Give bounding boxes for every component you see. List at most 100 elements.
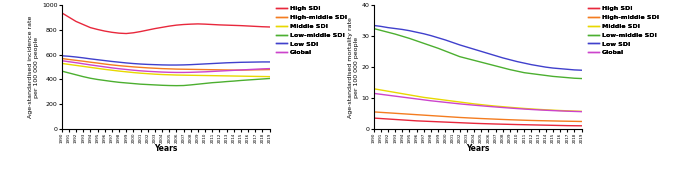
Middle SDI (520, 107, 528, 110)
Low SDI (58, 55, 66, 57)
Low-middle SDI (86, 77, 95, 79)
Low-middle SDI (441, 50, 449, 52)
High SDI (144, 29, 152, 31)
Low SDI (165, 64, 173, 66)
Low-middle SDI (229, 80, 238, 82)
High-middle SDI (86, 61, 95, 63)
Low-middle SDI (136, 83, 145, 85)
Low-middle SDI (129, 83, 138, 85)
High-middle SDI (158, 67, 166, 70)
High-middle SDI (179, 68, 188, 70)
High SDI (158, 26, 166, 28)
Low SDI (194, 63, 202, 65)
Global (223, 70, 231, 72)
High-middle SDI (186, 68, 195, 70)
Low-middle SDI (223, 81, 231, 83)
Line: Global: Global (373, 93, 582, 112)
Line: High SDI: High SDI (373, 118, 582, 126)
Middle SDI (456, 101, 464, 103)
Global (258, 68, 266, 70)
High SDI (58, 12, 66, 14)
Low-middle SDI (577, 78, 586, 80)
Low SDI (412, 31, 421, 33)
High-middle SDI (266, 69, 274, 71)
Global (556, 110, 564, 112)
High-middle SDI (571, 120, 579, 122)
High-middle SDI (506, 119, 514, 121)
High SDI (72, 20, 80, 23)
High SDI (506, 123, 514, 125)
High SDI (491, 123, 499, 125)
High SDI (427, 120, 435, 123)
Middle SDI (179, 74, 188, 76)
Middle SDI (391, 91, 399, 93)
Low SDI (449, 41, 457, 43)
Middle SDI (369, 88, 377, 90)
Global (449, 102, 457, 104)
Low-middle SDI (420, 42, 428, 44)
High-middle SDI (391, 112, 399, 114)
Low-middle SDI (144, 83, 152, 86)
Low SDI (549, 67, 557, 69)
Global (129, 69, 138, 71)
Middle SDI (79, 65, 87, 67)
Low-middle SDI (377, 29, 385, 32)
Low SDI (398, 28, 406, 31)
Low SDI (563, 68, 571, 70)
High-middle SDI (398, 113, 406, 115)
Low-middle SDI (58, 70, 66, 72)
Global (384, 94, 392, 96)
Global (484, 105, 493, 107)
Middle SDI (384, 90, 392, 92)
Global (520, 108, 528, 110)
High-middle SDI (93, 62, 101, 64)
High SDI (571, 125, 579, 127)
Low-middle SDI (101, 79, 109, 82)
Low-middle SDI (427, 45, 435, 47)
Low SDI (477, 50, 485, 52)
Middle SDI (549, 109, 557, 111)
Low-middle SDI (244, 79, 252, 81)
High SDI (251, 25, 260, 27)
High-middle SDI (251, 69, 260, 71)
Middle SDI (563, 110, 571, 112)
Low-middle SDI (72, 74, 80, 76)
Low-middle SDI (463, 57, 471, 60)
Middle SDI (484, 104, 493, 107)
Low-middle SDI (258, 78, 266, 80)
High-middle SDI (64, 58, 73, 61)
Low SDI (64, 55, 73, 57)
Low-middle SDI (115, 81, 123, 83)
High SDI (101, 30, 109, 32)
Low SDI (391, 27, 399, 30)
Middle SDI (201, 74, 209, 77)
Low-middle SDI (208, 82, 216, 84)
Line: Low-middle SDI: Low-middle SDI (373, 28, 582, 79)
High-middle SDI (194, 68, 202, 71)
Middle SDI (64, 63, 73, 66)
High-middle SDI (542, 120, 550, 122)
Low SDI (144, 63, 152, 66)
High-middle SDI (520, 119, 528, 121)
High-middle SDI (237, 69, 245, 71)
Global (115, 68, 123, 70)
Low-middle SDI (499, 67, 507, 69)
High-middle SDI (151, 67, 159, 69)
Low SDI (86, 58, 95, 60)
High SDI (384, 118, 392, 120)
High-middle SDI (499, 118, 507, 120)
Low-middle SDI (484, 63, 493, 65)
Global (58, 60, 66, 62)
High-middle SDI (144, 67, 152, 69)
Global (412, 98, 421, 100)
High SDI (93, 28, 101, 31)
Low-middle SDI (406, 37, 414, 40)
High SDI (151, 28, 159, 30)
Middle SDI (412, 95, 421, 97)
High SDI (434, 121, 443, 123)
Middle SDI (208, 75, 216, 77)
Global (266, 67, 274, 70)
High SDI (229, 24, 238, 26)
Low SDI (556, 68, 564, 70)
Global (158, 71, 166, 73)
